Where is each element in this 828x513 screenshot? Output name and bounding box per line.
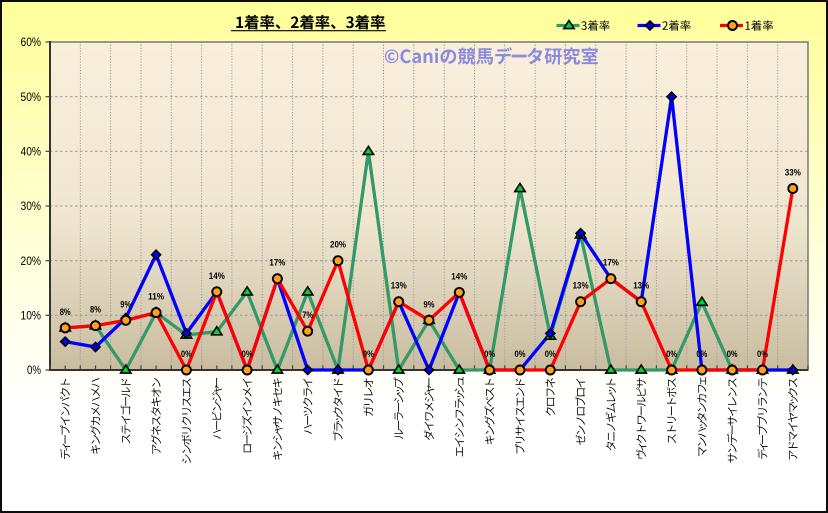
svg-text:30%: 30%: [21, 201, 42, 213]
svg-text:0%: 0%: [242, 349, 253, 360]
svg-text:17%: 17%: [603, 258, 619, 269]
svg-text:10%: 10%: [21, 311, 42, 323]
svg-text:20%: 20%: [330, 240, 346, 251]
svg-text:0%: 0%: [727, 349, 738, 360]
svg-text:0%: 0%: [27, 365, 41, 377]
svg-text:40%: 40%: [21, 147, 42, 159]
svg-text:13%: 13%: [573, 281, 589, 292]
svg-text:17%: 17%: [269, 258, 285, 269]
svg-text:0%: 0%: [515, 349, 526, 360]
svg-text:8%: 8%: [60, 307, 71, 318]
svg-text:0%: 0%: [666, 349, 677, 360]
svg-text:14%: 14%: [209, 271, 225, 282]
svg-text:20%: 20%: [21, 256, 42, 268]
svg-text:0%: 0%: [757, 349, 768, 360]
svg-text:0%: 0%: [484, 349, 495, 360]
svg-text:8%: 8%: [90, 305, 101, 316]
svg-text:13%: 13%: [391, 281, 407, 292]
svg-text:33%: 33%: [785, 168, 801, 179]
svg-text:0%: 0%: [696, 349, 707, 360]
svg-text:50%: 50%: [21, 92, 42, 104]
svg-text:0%: 0%: [363, 349, 374, 360]
svg-text:11%: 11%: [148, 292, 164, 303]
svg-text:7%: 7%: [302, 310, 313, 321]
svg-text:9%: 9%: [120, 299, 131, 310]
svg-text:9%: 9%: [424, 299, 435, 310]
svg-text:0%: 0%: [181, 349, 192, 360]
svg-text:0%: 0%: [545, 349, 556, 360]
svg-text:13%: 13%: [633, 281, 649, 292]
svg-text:60%: 60%: [21, 37, 42, 49]
svg-text:14%: 14%: [451, 271, 467, 282]
